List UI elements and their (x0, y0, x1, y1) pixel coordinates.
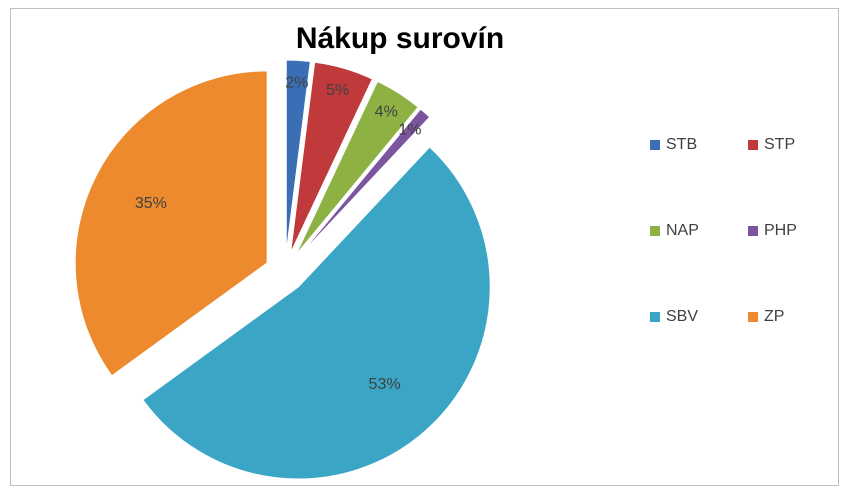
pie-slice (74, 70, 268, 377)
data-label: 5% (326, 82, 349, 99)
legend-swatch (748, 140, 758, 150)
pie-slice (290, 61, 373, 254)
legend-label: STB (666, 136, 697, 153)
data-label: 4% (375, 104, 398, 121)
legend-swatch (748, 312, 758, 322)
pie-slice (142, 146, 491, 480)
legend-label: SBV (666, 308, 698, 325)
data-label: 1% (398, 121, 421, 138)
pie-slice (295, 80, 419, 256)
pie-slice (285, 59, 311, 253)
pie-slice (297, 108, 431, 258)
chart-title: Nákup surovín (296, 22, 504, 55)
legend-label: PHP (764, 222, 797, 239)
legend-swatch (650, 140, 660, 150)
legend-label: ZP (764, 308, 784, 325)
data-label: 2% (285, 75, 308, 92)
legend-swatch (650, 226, 660, 236)
legend-label: NAP (666, 222, 699, 239)
data-label: 53% (369, 376, 401, 393)
legend-label: STP (764, 136, 795, 153)
data-label: 35% (135, 195, 167, 212)
legend-swatch (650, 312, 660, 322)
legend-swatch (748, 226, 758, 236)
